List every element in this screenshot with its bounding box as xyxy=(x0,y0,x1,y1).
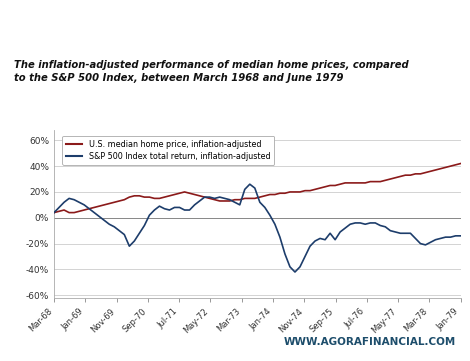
Text: WWW.AGORAFINANCIAL.COM: WWW.AGORAFINANCIAL.COM xyxy=(284,336,456,347)
Text: Inflation…A Home-Buyer’s Best Friend: Inflation…A Home-Buyer’s Best Friend xyxy=(0,19,470,41)
Text: The inflation-adjusted performance of median home prices, compared
to the S&P 50: The inflation-adjusted performance of me… xyxy=(14,60,409,83)
Legend: U.S. median home price, inflation-adjusted, S&P 500 Index total return, inflatio: U.S. median home price, inflation-adjust… xyxy=(62,136,274,165)
